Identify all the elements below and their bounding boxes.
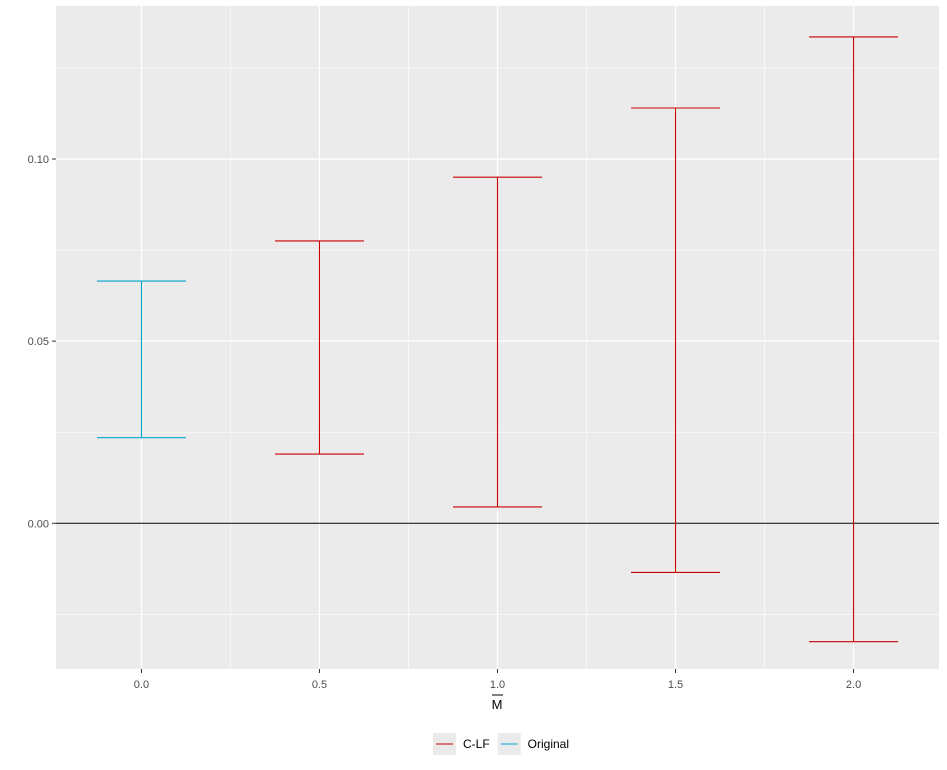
error-bar-c-lf: [809, 36, 899, 643]
x-tick-label: 1.0: [490, 679, 505, 691]
legend-label: C-LF: [463, 737, 490, 751]
x-tick-label: 2.0: [846, 679, 861, 691]
x-tick-label: 1.5: [668, 679, 683, 691]
y-tick-label: 0.05: [28, 336, 49, 348]
y-axis-ticks: 0.00 0.05 0.10: [28, 154, 56, 530]
error-bars: [96, 36, 899, 643]
x-tick-label: 0.0: [134, 679, 149, 691]
legend-item-c-lf: C-LF: [433, 733, 490, 755]
error-bar-original: [96, 280, 186, 439]
legend-label: Original: [528, 737, 569, 751]
x-tick-label: 0.5: [312, 679, 327, 691]
legend: C-LF Original: [433, 733, 569, 755]
x-axis-ticks: 0.0 0.5 1.0 1.5 2.0: [134, 669, 861, 691]
error-bar-c-lf: [452, 176, 543, 508]
error-bar-c-lf: [631, 107, 721, 574]
y-tick-label: 0.00: [28, 518, 49, 530]
x-axis-title: M: [492, 697, 503, 712]
legend-item-original: Original: [497, 733, 569, 755]
y-tick-label: 0.10: [28, 154, 49, 166]
error-bar-c-lf: [274, 240, 364, 455]
